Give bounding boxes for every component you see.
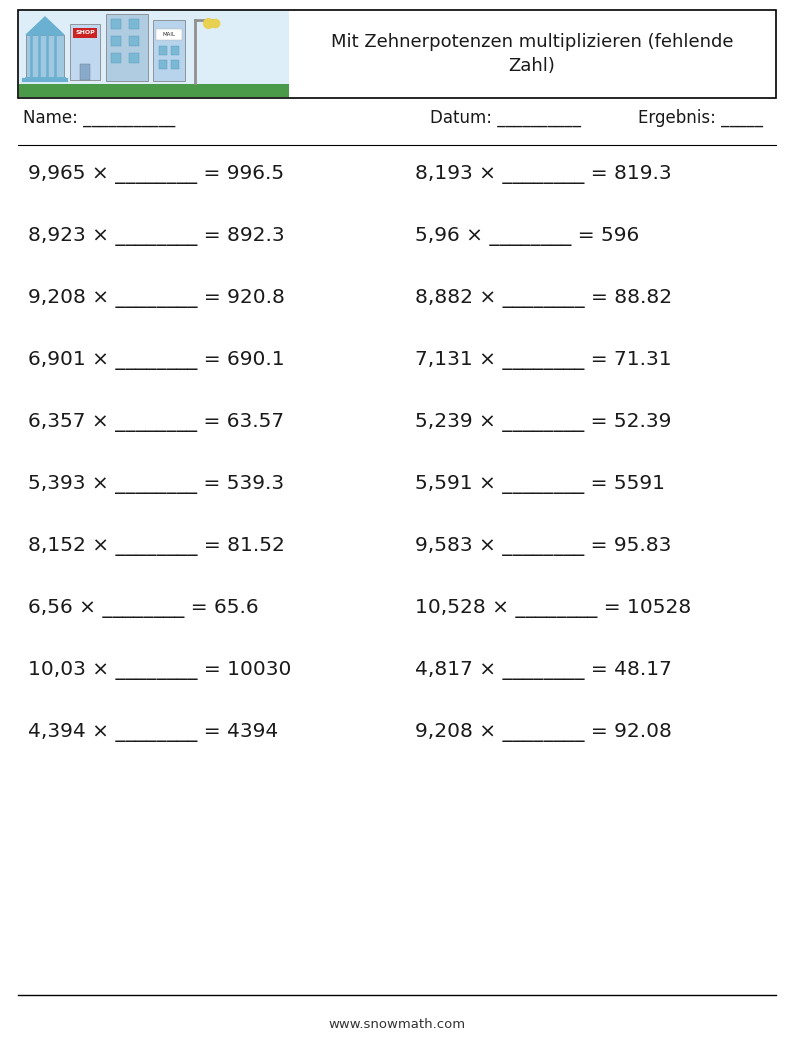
Text: 7,131 × ________ = 71.31: 7,131 × ________ = 71.31: [415, 352, 672, 371]
Text: 5,239 × ________ = 52.39: 5,239 × ________ = 52.39: [415, 414, 672, 433]
Text: 5,96 × ________ = 596: 5,96 × ________ = 596: [415, 227, 639, 246]
Bar: [129, 19, 139, 29]
Text: MAIL: MAIL: [163, 32, 175, 37]
Bar: [80, 64, 90, 80]
Bar: [19, 84, 289, 97]
Text: Datum: __________: Datum: __________: [430, 110, 581, 127]
Text: 6,357 × ________ = 63.57: 6,357 × ________ = 63.57: [28, 414, 284, 433]
Bar: [129, 36, 139, 46]
Text: 4,394 × ________ = 4394: 4,394 × ________ = 4394: [28, 723, 278, 742]
Bar: [171, 46, 179, 55]
Bar: [153, 20, 185, 81]
Bar: [73, 28, 97, 38]
Text: 4,817 × ________ = 48.17: 4,817 × ________ = 48.17: [415, 661, 672, 680]
Text: 9,208 × ________ = 920.8: 9,208 × ________ = 920.8: [28, 290, 285, 309]
Text: 5,393 × ________ = 539.3: 5,393 × ________ = 539.3: [28, 476, 284, 495]
Text: SHOP: SHOP: [75, 31, 94, 36]
Text: Name: ___________: Name: ___________: [23, 110, 175, 127]
Bar: [26, 35, 64, 80]
Bar: [19, 11, 289, 97]
Text: 9,583 × ________ = 95.83: 9,583 × ________ = 95.83: [415, 537, 672, 556]
Bar: [18, 9, 776, 98]
Bar: [111, 53, 121, 63]
Bar: [159, 60, 167, 69]
Bar: [111, 36, 121, 46]
Text: 5,591 × ________ = 5591: 5,591 × ________ = 5591: [415, 476, 665, 495]
Bar: [156, 29, 182, 40]
Bar: [129, 53, 139, 63]
Text: 9,965 × ________ = 996.5: 9,965 × ________ = 996.5: [28, 165, 284, 184]
Bar: [111, 19, 121, 29]
Text: Ergebnis: _____: Ergebnis: _____: [638, 108, 763, 127]
Bar: [106, 14, 148, 81]
Text: 6,56 × ________ = 65.6: 6,56 × ________ = 65.6: [28, 599, 259, 618]
Bar: [171, 60, 179, 69]
Text: Mit Zehnerpotenzen multiplizieren (fehlende
Zahl): Mit Zehnerpotenzen multiplizieren (fehle…: [331, 34, 733, 75]
Text: 9,208 × ________ = 92.08: 9,208 × ________ = 92.08: [415, 723, 672, 742]
Text: 10,528 × ________ = 10528: 10,528 × ________ = 10528: [415, 599, 692, 618]
Text: 8,923 × ________ = 892.3: 8,923 × ________ = 892.3: [28, 227, 284, 246]
Text: 8,882 × ________ = 88.82: 8,882 × ________ = 88.82: [415, 290, 673, 309]
Polygon shape: [26, 17, 64, 35]
Text: 8,193 × ________ = 819.3: 8,193 × ________ = 819.3: [415, 165, 672, 184]
Bar: [70, 24, 100, 80]
Text: 8,152 × ________ = 81.52: 8,152 × ________ = 81.52: [28, 537, 285, 556]
Text: 10,03 × ________ = 10030: 10,03 × ________ = 10030: [28, 661, 291, 680]
Bar: [159, 46, 167, 55]
Text: 6,901 × ________ = 690.1: 6,901 × ________ = 690.1: [28, 352, 284, 371]
Text: www.snowmath.com: www.snowmath.com: [329, 1018, 465, 1032]
